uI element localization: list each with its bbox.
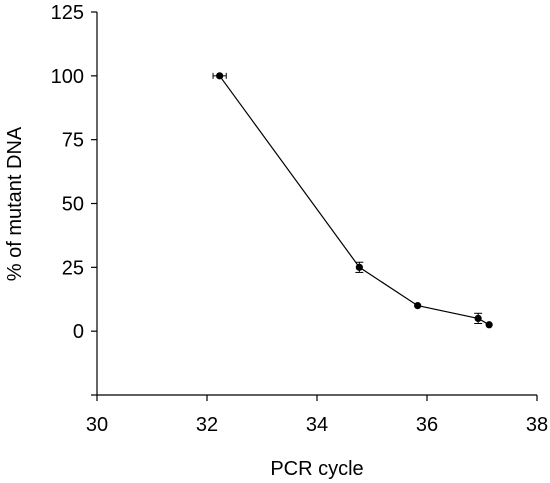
- x-axis-title: PCR cycle: [270, 458, 363, 480]
- y-axis-title: % of mutant DNA: [4, 126, 26, 281]
- data-point: [485, 321, 493, 329]
- series-line: [219, 75, 490, 326]
- y-tick-label: 75: [62, 130, 84, 152]
- axes: [96, 12, 537, 396]
- data-point: [355, 263, 363, 271]
- y-tick-label: 100: [51, 66, 84, 88]
- series: [212, 72, 493, 329]
- y-tick-label: 0: [73, 321, 84, 343]
- x-tick-label: 30: [86, 414, 108, 436]
- data-point: [414, 302, 422, 310]
- y-tick-label: 125: [51, 2, 84, 24]
- x-tick-label: 36: [416, 414, 438, 436]
- data-point: [474, 314, 482, 322]
- y-tick-label: 25: [62, 257, 84, 279]
- y-tick-label: 50: [62, 194, 84, 216]
- x-tick-label: 34: [306, 414, 328, 436]
- ticks: 0 25 50 75 100 125 30 32 34 36 38: [51, 2, 549, 436]
- x-tick-label: 32: [196, 414, 218, 436]
- data-point: [216, 72, 224, 80]
- x-tick-label: 38: [526, 414, 548, 436]
